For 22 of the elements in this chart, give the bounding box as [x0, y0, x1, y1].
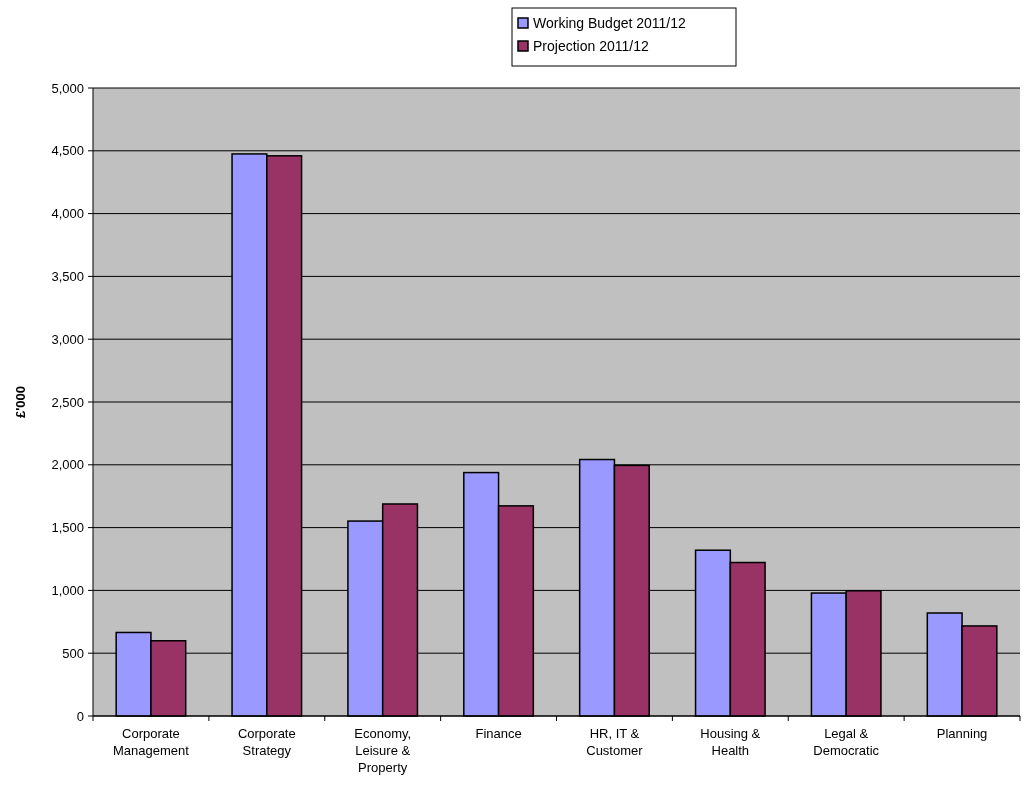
y-tick-label: 1,500: [51, 520, 84, 536]
y-axis-title: £'000: [13, 385, 28, 419]
y-tick-label: 4,500: [51, 143, 84, 159]
y-tick-label: 4,000: [51, 206, 84, 222]
y-tick-label: 500: [62, 645, 84, 661]
y-tick-label: 3,000: [51, 331, 84, 347]
legend-label: Working Budget 2011/12: [533, 15, 687, 31]
legend-label: Projection 2011/12: [533, 38, 649, 54]
y-tick-label: 2,500: [51, 394, 84, 410]
x-tick-label: Corporate Strategy: [237, 726, 296, 758]
x-tick-label: Finance: [475, 726, 522, 741]
x-tick-label: Economy, Leisure & Property: [354, 726, 412, 775]
y-tick-label: 2,000: [51, 457, 84, 473]
y-tick-label: 5,000: [51, 80, 84, 96]
y-tick-label: 0: [76, 708, 84, 724]
x-tick-label: Legal & Democratic: [813, 726, 880, 758]
x-tick-label: Planning: [936, 726, 988, 741]
x-tick-label: HR, IT & Customer: [586, 726, 644, 758]
x-tick-label: Housing & Health: [700, 726, 761, 758]
y-tick-label: 3,500: [51, 268, 84, 284]
y-tick-label: 1,000: [51, 582, 84, 598]
x-tick-label: Corporate Management: [112, 726, 190, 758]
